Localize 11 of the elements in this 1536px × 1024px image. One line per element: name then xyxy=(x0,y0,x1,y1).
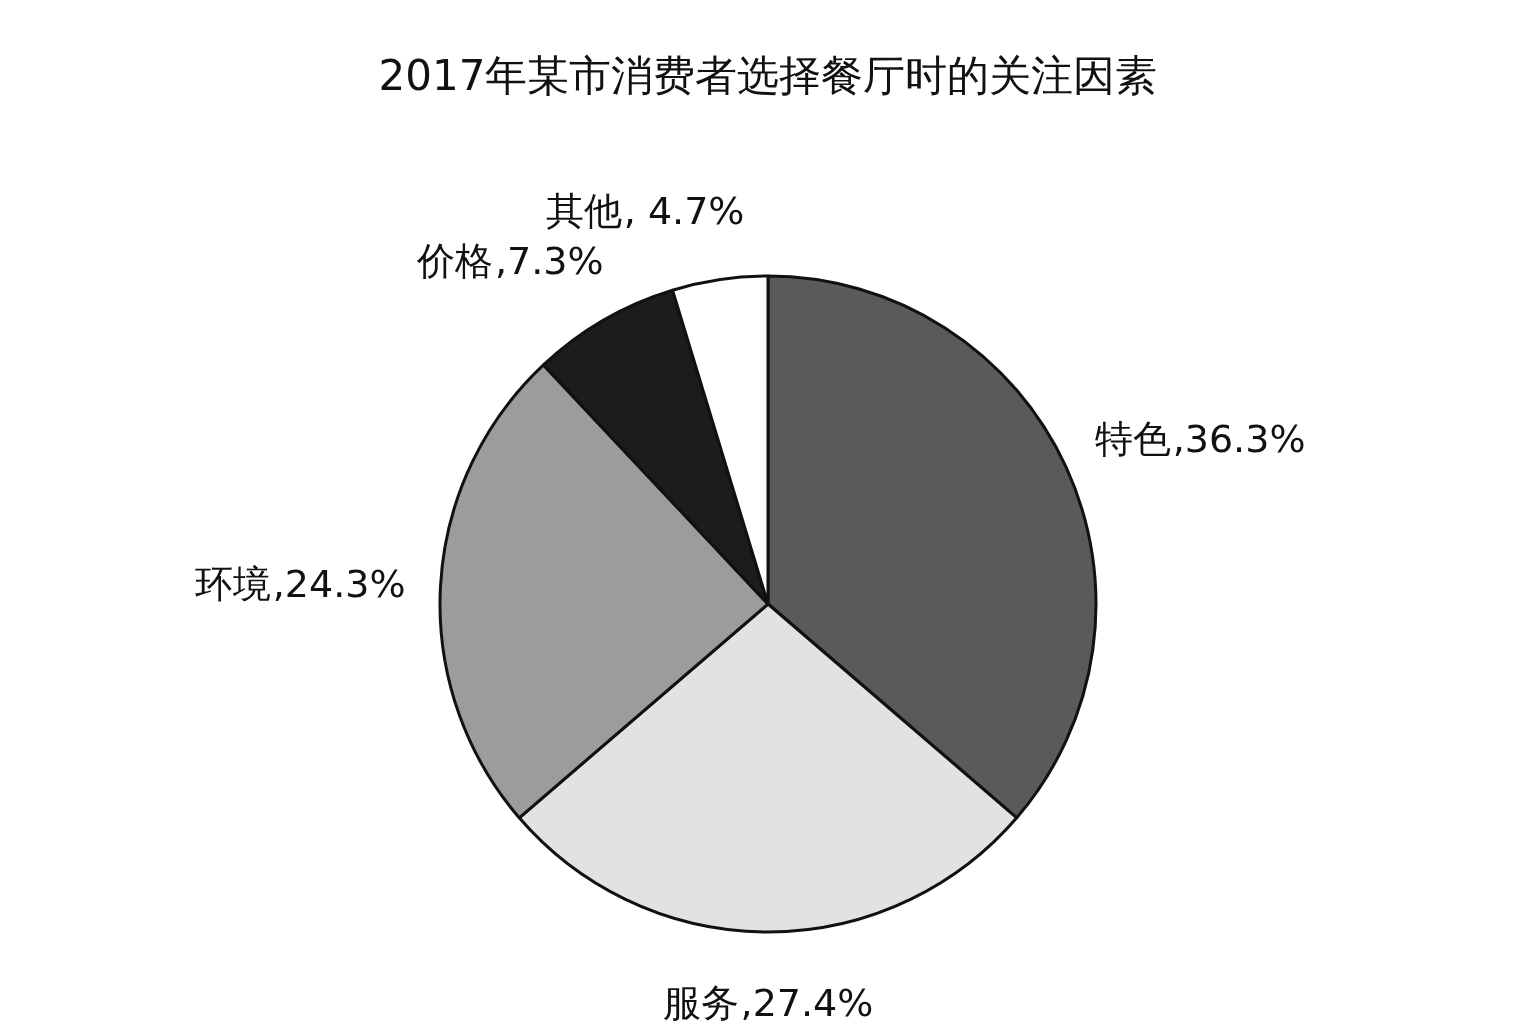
data-label: ,36.3% xyxy=(1172,416,1306,461)
slice-label: 环境 xyxy=(194,561,271,606)
slice-label: 价格 xyxy=(416,238,494,283)
data-label: , 4.7% xyxy=(623,189,745,234)
data-label: ,27.4% xyxy=(740,981,874,1024)
chart-title: 2017年某市消费者选择餐厅时的关注因素 xyxy=(378,51,1158,100)
slice-label: 其他 xyxy=(545,189,622,234)
slice-label: 服务 xyxy=(662,981,739,1024)
slice-label: 特色 xyxy=(1094,416,1171,461)
data-label: ,24.3% xyxy=(272,561,406,606)
data-label: ,7.3% xyxy=(495,238,604,283)
